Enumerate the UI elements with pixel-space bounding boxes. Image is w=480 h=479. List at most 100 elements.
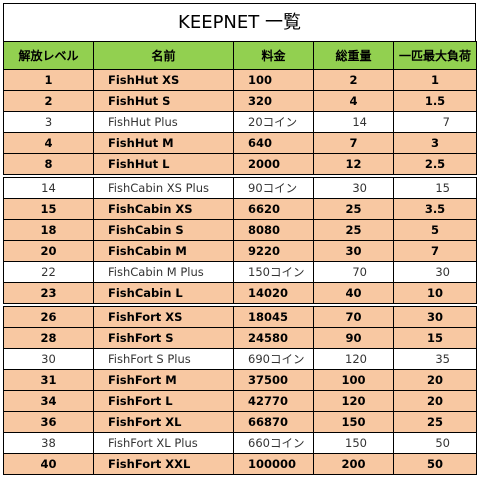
table-row: 20 FishCabin M 9220 30 7 [3,240,477,262]
table-cell: 70 [313,303,394,328]
table-row: 1 FishHut XS 100 2 1 [3,69,477,91]
table-row: 3 FishHut Plus 20コイン 14 7 [3,111,477,133]
table-cell: 26 [3,303,94,328]
table-row: 18 FishCabin S 8080 25 5 [3,219,477,241]
table-cell: 18 [3,219,94,241]
table-cell: 200 [313,453,394,475]
table-cell: 8 [3,153,94,177]
table-cell: 150 [313,411,394,433]
table-cell: 7 [393,240,477,262]
table-cell: 2000 [233,153,314,177]
table-cell: 1.5 [393,90,477,112]
table-cell: 25 [313,219,394,241]
table-cell: 36 [3,411,94,433]
table-cell: 12 [313,153,394,177]
table-body: 1 FishHut XS 100 2 1 2 FishHut S 320 4 1.5 3 FishHu… [3,69,477,475]
table-row: 38 FishFort XL Plus 660コイン 150 50 [3,432,477,454]
table-cell: 3 [393,132,477,154]
table-cell: FishFort M [93,369,234,391]
table-cell: FishCabin S [93,219,234,241]
table-cell: 3.5 [393,198,477,220]
table-cell: FishHut XS [93,69,234,91]
sheet-title: KEEPNET 一覧 [3,3,476,41]
table-cell: 120 [313,390,394,412]
table-cell: 90 [313,327,394,349]
table-cell: 2 [3,90,94,112]
table-cell: 7 [393,111,477,133]
table-cell: 14 [3,174,94,199]
table-cell: 9220 [233,240,314,262]
table-cell: FishCabin M Plus [93,261,234,283]
table-cell: 100 [313,369,394,391]
table-cell: 28 [3,327,94,349]
table-cell: 90コイン [233,174,314,199]
table-cell: 70 [313,261,394,283]
table-cell: 35 [393,348,477,370]
table-cell: FishCabin XS [93,198,234,220]
table-row: 36 FishFort XL 66870 150 25 [3,411,477,433]
table-row: 2 FishHut S 320 4 1.5 [3,90,477,112]
header-cell: 料金 [233,41,314,70]
table-cell: 40 [3,453,94,475]
table-cell: 6620 [233,198,314,220]
table-row: 4 FishHut M 640 7 3 [3,132,477,154]
keepnet-sheet: KEEPNET 一覧 解放レベル 名前 料金 総重量 一匹最大負荷 1 FishHut X… [3,3,477,475]
header-cell: 解放レベル [3,41,94,70]
table-cell: 20 [393,390,477,412]
table-cell: 640 [233,132,314,154]
table-cell: 20 [393,369,477,391]
table-cell: 15 [3,198,94,220]
table-cell: FishFort XS [93,303,234,328]
table-cell: 4 [313,90,394,112]
table-cell: 18045 [233,303,314,328]
table-cell: 7 [313,132,394,154]
table-row: 8 FishHut L 2000 12 2.5 [3,153,477,177]
table-cell: 25 [313,198,394,220]
table-cell: 30 [393,261,477,283]
table-cell: 150 [313,432,394,454]
table-row: 30 FishFort S Plus 690コイン 120 35 [3,348,477,370]
table-cell: FishFort XL Plus [93,432,234,454]
table-cell: 30 [393,303,477,328]
table-cell: 1 [393,69,477,91]
table-cell: 42770 [233,390,314,412]
table-cell: 30 [313,174,394,199]
table-row: 26 FishFort XS 18045 70 30 [3,303,477,328]
table-cell: 8080 [233,219,314,241]
table-row: 14 FishCabin XS Plus 90コイン 30 15 [3,174,477,199]
table-cell: FishCabin XS Plus [93,174,234,199]
table-cell: 34 [3,390,94,412]
header-cell: 名前 [93,41,234,70]
table-cell: 15 [393,327,477,349]
keepnet-table: 解放レベル 名前 料金 総重量 一匹最大負荷 1 FishHut XS 100 2 1 2 Fish… [3,41,477,475]
table-cell: 66870 [233,411,314,433]
table-cell: 120 [313,348,394,370]
table-cell: 31 [3,369,94,391]
table-head: 解放レベル 名前 料金 総重量 一匹最大負荷 [3,41,477,70]
table-cell: 22 [3,261,94,283]
table-cell: 2.5 [393,153,477,177]
table-cell: 14 [313,111,394,133]
table-cell: 2 [313,69,394,91]
table-row: 31 FishFort M 37500 100 20 [3,369,477,391]
table-cell: 40 [313,282,394,306]
table-cell: 24580 [233,327,314,349]
table-cell: 660コイン [233,432,314,454]
table-row: 28 FishFort S 24580 90 15 [3,327,477,349]
header-cell: 総重量 [313,41,394,70]
header-row: 解放レベル 名前 料金 総重量 一匹最大負荷 [3,41,477,70]
table-cell: 50 [393,453,477,475]
table-cell: 690コイン [233,348,314,370]
table-cell: 1 [3,69,94,91]
table-cell: FishFort L [93,390,234,412]
table-row: 34 FishFort L 42770 120 20 [3,390,477,412]
table-cell: FishFort XL [93,411,234,433]
table-cell: 14020 [233,282,314,306]
table-cell: 38 [3,432,94,454]
table-cell: 50 [393,432,477,454]
table-cell: 3 [3,111,94,133]
table-cell: 20コイン [233,111,314,133]
table-cell: FishFort XXL [93,453,234,475]
table-cell: 30 [313,240,394,262]
table-cell: 150コイン [233,261,314,283]
